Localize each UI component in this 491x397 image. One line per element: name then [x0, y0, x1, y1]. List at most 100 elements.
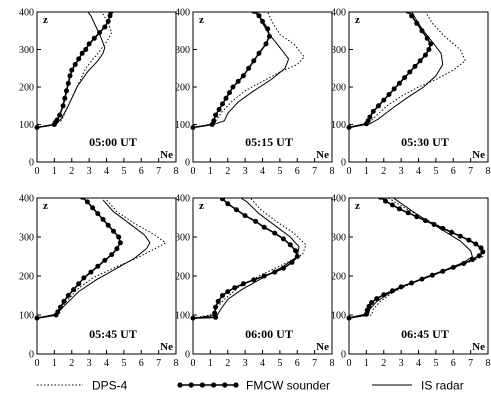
data-point-fmcw — [117, 240, 123, 246]
data-point-fmcw — [76, 281, 82, 287]
data-point-fmcw — [407, 69, 413, 75]
x-axis-label: Ne — [316, 341, 329, 353]
data-point-fmcw — [72, 62, 78, 67]
x-tick-label: 6 — [295, 166, 300, 177]
data-point-fmcw — [220, 101, 225, 107]
data-point-fmcw — [212, 310, 218, 316]
x-tick-label: 8 — [174, 358, 179, 369]
y-tick-label: 200 — [331, 272, 346, 283]
x-tick-label: 1 — [364, 166, 369, 177]
y-tick-label: 400 — [331, 8, 346, 19]
data-point-fmcw — [91, 35, 97, 41]
y-tick-label: 200 — [19, 272, 34, 283]
data-point-fmcw — [62, 95, 68, 101]
x-axis-label: Ne — [160, 341, 173, 353]
data-point-fmcw — [240, 73, 246, 79]
data-point-fmcw — [480, 249, 486, 255]
data-point-fmcw — [251, 277, 257, 283]
data-point-fmcw — [225, 289, 231, 295]
x-tick-label: 4 — [104, 166, 109, 177]
time-label: 05:30 UT — [401, 135, 449, 149]
y-tick-label: 0 — [185, 350, 190, 361]
data-point-fmcw — [69, 67, 75, 73]
x-tick-label: 7 — [312, 358, 317, 369]
data-point-fmcw — [65, 293, 71, 298]
x-tick-label: 2 — [69, 358, 74, 369]
y-tick-label: 0 — [185, 158, 190, 169]
data-point-fmcw — [251, 12, 257, 14]
data-point-fmcw — [83, 47, 89, 52]
x-tick-label: 4 — [260, 358, 265, 369]
y-tick-label: 300 — [331, 45, 346, 56]
data-point-fmcw — [223, 95, 229, 101]
x-tick-label: 7 — [156, 166, 161, 177]
data-point-fmcw — [220, 198, 225, 202]
y-tick-label: 300 — [19, 233, 34, 244]
series-line-fmcw-sounder — [37, 198, 122, 319]
data-point-fmcw — [242, 213, 248, 219]
y-tick-label: 0 — [29, 350, 34, 361]
x-tick-label: 6 — [451, 166, 456, 177]
data-point-fmcw — [213, 304, 219, 310]
y-tick-label: 300 — [331, 233, 346, 244]
x-tick-label: 0 — [347, 166, 352, 177]
y-tick-label: 0 — [29, 158, 34, 169]
x-tick-label: 8 — [486, 358, 491, 369]
x-tick-label: 8 — [174, 166, 179, 177]
data-point-fmcw — [405, 210, 411, 216]
data-point-fmcw — [365, 118, 371, 124]
time-label: 05:15 UT — [245, 135, 293, 149]
x-tick-label: 8 — [330, 166, 335, 177]
data-point-fmcw — [426, 47, 432, 52]
x-tick-label: 3 — [87, 166, 92, 177]
x-tick-label: 0 — [35, 166, 40, 177]
data-point-fmcw — [391, 86, 397, 92]
y-tick-label: 400 — [175, 194, 190, 205]
x-tick-label: 0 — [191, 358, 196, 369]
y-tick-label: 200 — [19, 83, 34, 94]
data-point-fmcw — [111, 228, 116, 234]
y-tick-label: 400 — [19, 8, 34, 19]
data-point-fmcw — [386, 92, 392, 97]
data-point-origin — [190, 315, 196, 321]
series-line-fmcw-sounder — [37, 12, 112, 129]
x-tick-label: 8 — [330, 358, 335, 369]
data-point-fmcw — [84, 199, 90, 205]
legend-marker — [222, 382, 228, 388]
data-point-fmcw — [213, 112, 219, 118]
x-axis-label: Ne — [472, 149, 485, 161]
data-point-fmcw — [374, 296, 380, 302]
data-point-fmcw — [102, 24, 108, 30]
y-tick-label: 0 — [341, 350, 346, 361]
y-axis-label: z — [199, 200, 204, 212]
x-tick-label: 1 — [208, 166, 213, 177]
data-point-fmcw — [263, 41, 269, 47]
x-tick-label: 5 — [121, 358, 126, 369]
data-point-fmcw — [81, 275, 87, 281]
data-point-fmcw — [366, 303, 372, 309]
data-point-fmcw — [105, 222, 111, 228]
data-point-fmcw — [476, 253, 482, 259]
data-point-fmcw — [100, 216, 106, 222]
legend: DPS-4 FMCW sounder IS radar — [37, 379, 464, 393]
legend-marker — [177, 382, 183, 388]
data-point-fmcw — [396, 80, 402, 86]
data-point-fmcw — [469, 257, 475, 263]
x-tick-label: 0 — [35, 358, 40, 369]
data-point-fmcw — [232, 285, 238, 291]
x-tick-label: 3 — [87, 358, 92, 369]
data-point-fmcw — [473, 241, 479, 247]
y-tick-label: 100 — [19, 120, 34, 131]
data-point-fmcw — [370, 108, 376, 114]
y-tick-label: 200 — [175, 272, 190, 283]
legend-label: DPS-4 — [92, 379, 128, 393]
data-point-fmcw — [381, 97, 387, 103]
data-point-fmcw — [109, 252, 115, 258]
x-tick-label: 1 — [52, 358, 57, 369]
x-tick-label: 6 — [295, 358, 300, 369]
legend-marker — [211, 382, 217, 388]
x-tick-label: 7 — [468, 358, 473, 369]
data-point-fmcw — [95, 263, 101, 269]
data-point-fmcw — [65, 80, 71, 86]
y-tick-label: 100 — [175, 120, 190, 131]
